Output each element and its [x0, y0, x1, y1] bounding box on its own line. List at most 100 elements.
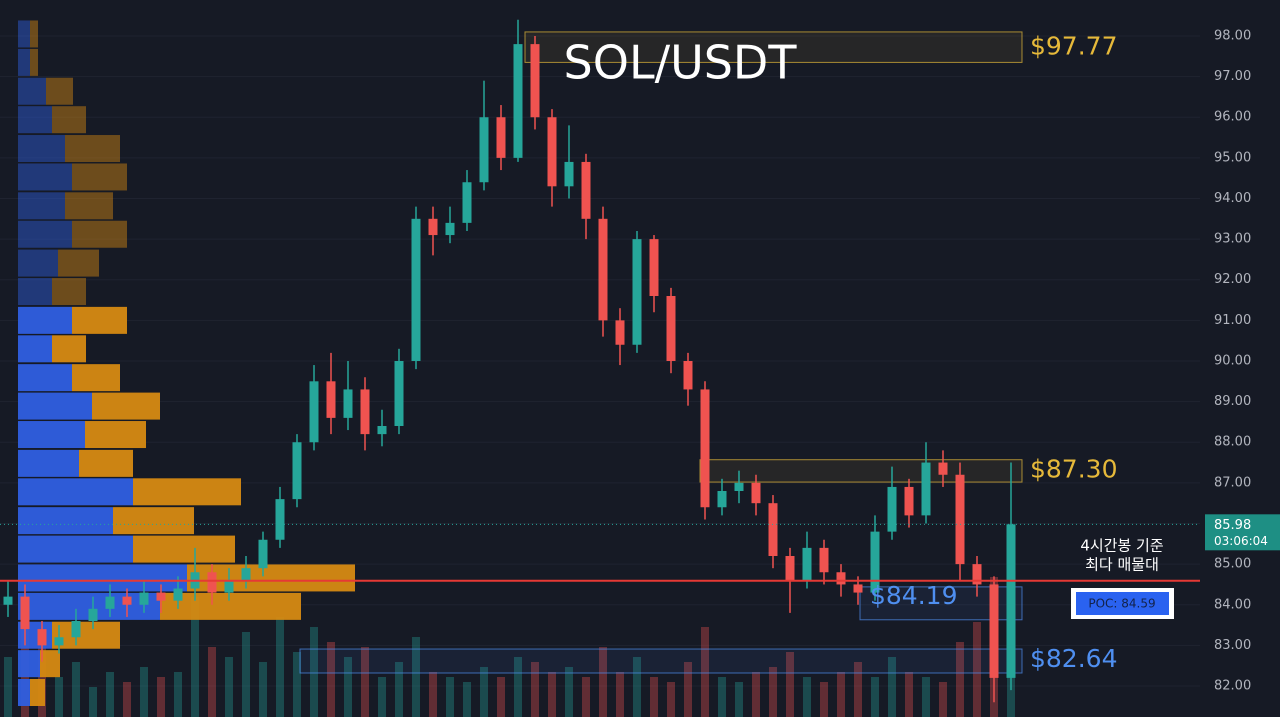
candle-body — [139, 592, 149, 605]
candle-body — [275, 499, 285, 540]
volume-bar — [905, 672, 913, 717]
profile-buy — [18, 392, 92, 420]
volume-bar — [293, 652, 301, 717]
poc-box — [1076, 592, 1169, 615]
profile-buy — [18, 306, 72, 334]
profile-buy — [18, 421, 85, 449]
volume-bar — [633, 657, 641, 717]
zone-box — [524, 31, 1023, 63]
volume-bar — [939, 682, 947, 717]
y-tick-label: 87.00 — [1214, 475, 1251, 490]
volume-bar — [378, 677, 386, 717]
candle-body — [615, 320, 625, 345]
profile-buy — [18, 478, 133, 506]
volume-bar — [55, 677, 63, 717]
volume-bar — [803, 677, 811, 717]
y-tick-label: 98.00 — [1214, 28, 1251, 43]
volume-bar — [310, 627, 318, 717]
profile-sell — [30, 679, 45, 707]
volume-bar — [344, 657, 352, 717]
volume-bar — [259, 662, 267, 717]
candle-body — [207, 572, 217, 593]
poc-label: POC: 84.59 — [1088, 597, 1155, 611]
volume-bar — [361, 647, 369, 717]
y-tick-label: 92.00 — [1214, 272, 1251, 287]
candle-body — [377, 425, 387, 435]
candle-body — [751, 482, 761, 504]
volume-bar — [565, 667, 573, 717]
profile-sell — [52, 106, 86, 134]
volume-bar — [531, 662, 539, 717]
volume-bar — [548, 672, 556, 717]
profile-buy — [18, 249, 58, 277]
y-tick-label: 96.00 — [1214, 110, 1251, 125]
candle-body — [122, 596, 132, 605]
y-tick-label: 94.00 — [1214, 191, 1251, 206]
candle-body — [20, 596, 30, 630]
profile-sell — [160, 592, 301, 620]
profile-buy — [18, 650, 40, 678]
volume-bar — [820, 682, 828, 717]
candle-body — [598, 218, 608, 321]
candle-body — [938, 462, 948, 475]
candle-body — [632, 239, 642, 345]
volume-bar — [242, 632, 250, 717]
volume-bar — [225, 657, 233, 717]
candle-body — [105, 596, 115, 609]
volume-bar — [89, 687, 97, 717]
candle-body — [54, 637, 64, 646]
candle-body — [870, 531, 880, 593]
candle-body — [683, 360, 693, 390]
candle-body — [972, 564, 982, 585]
candle-body — [3, 596, 13, 605]
volume-bar — [395, 662, 403, 717]
zone-box — [699, 459, 1023, 483]
volume-bar — [735, 682, 743, 717]
candle-body — [326, 381, 336, 418]
y-tick-label: 90.00 — [1214, 353, 1251, 368]
volume-bar — [191, 597, 199, 717]
profile-sell — [52, 335, 86, 363]
profile-buy — [18, 192, 65, 220]
profile-buy — [18, 20, 30, 48]
candle-body — [513, 44, 523, 158]
candle-body — [258, 539, 268, 569]
profile-buy — [18, 679, 30, 707]
profile-sell — [40, 650, 60, 678]
volume-bar — [429, 672, 437, 717]
profile-sell — [65, 135, 120, 163]
candle-body — [853, 584, 863, 593]
candle-body — [241, 568, 251, 581]
candle-body — [156, 592, 166, 601]
y-tick-label: 85.00 — [1214, 557, 1251, 572]
y-tick-label: 84.00 — [1214, 597, 1251, 612]
candle-body — [530, 44, 540, 118]
candle-body — [394, 360, 404, 426]
profile-sell — [30, 48, 38, 76]
volume-bar — [106, 672, 114, 717]
candle-body — [649, 239, 659, 296]
volume-bar — [718, 677, 726, 717]
candle-body — [496, 117, 506, 158]
price-label: 85.98 — [1214, 518, 1251, 533]
candle-body — [836, 572, 846, 585]
volume-bar — [582, 677, 590, 717]
profile-buy — [18, 220, 72, 248]
profile-sell — [85, 421, 146, 449]
profile-buy — [18, 106, 52, 134]
candle-body — [71, 621, 81, 638]
profile-buy — [18, 135, 65, 163]
candle-body — [1006, 524, 1016, 678]
candle-body — [921, 462, 931, 516]
volume-bar — [497, 677, 505, 717]
price-time: 03:06:04 — [1214, 534, 1268, 548]
y-tick-label: 82.00 — [1214, 679, 1251, 694]
candle-body — [411, 218, 421, 361]
volume-bar — [480, 667, 488, 717]
profile-buy — [18, 77, 46, 105]
profile-sell — [133, 478, 241, 506]
candle-body — [292, 442, 302, 500]
profile-buy — [18, 48, 30, 76]
volume-bar — [174, 672, 182, 717]
volume-bar — [463, 682, 471, 717]
